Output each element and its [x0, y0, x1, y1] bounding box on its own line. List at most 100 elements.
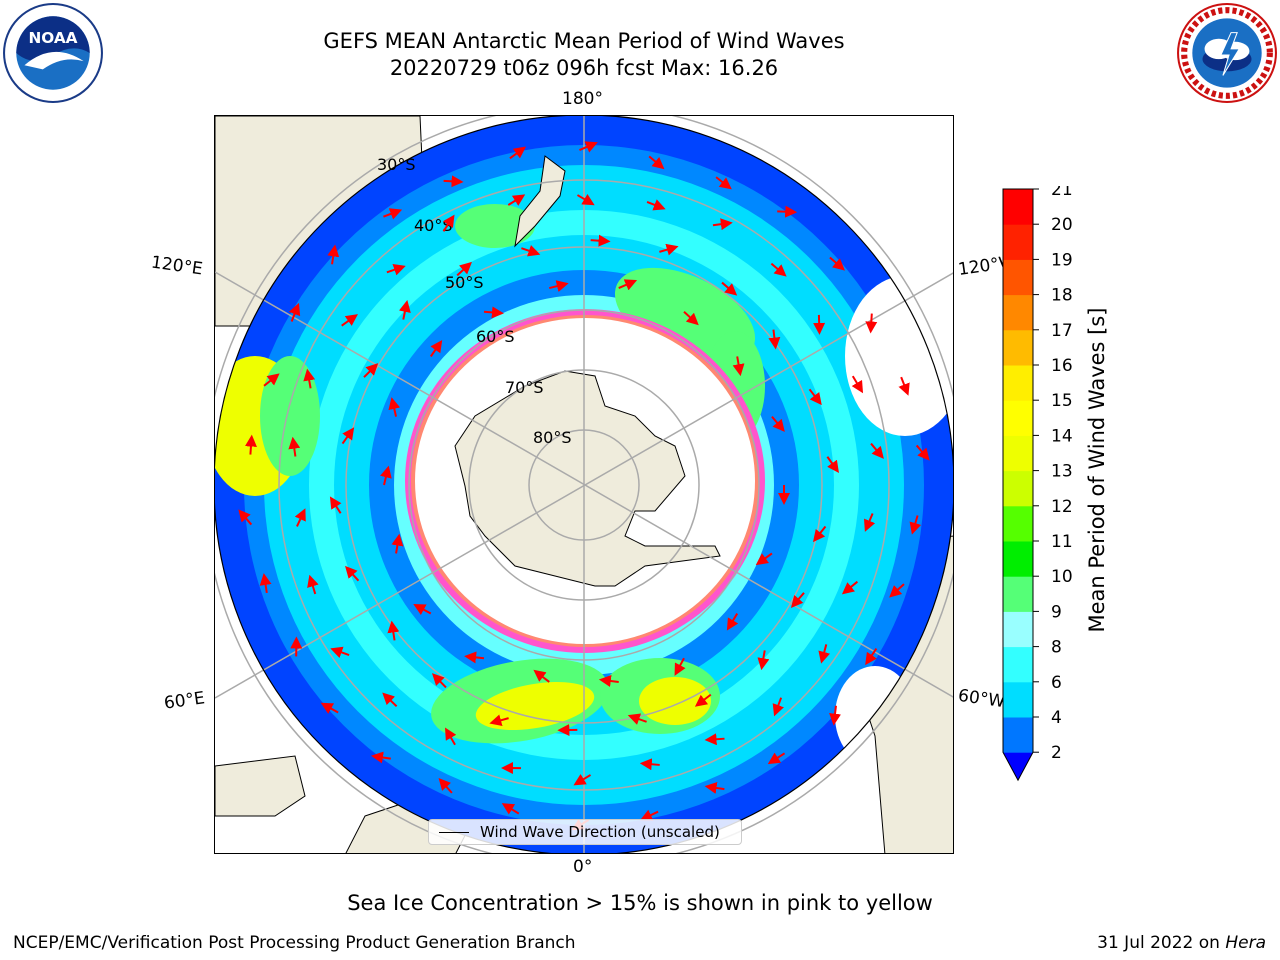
wind-wave-arrow: [330, 646, 350, 659]
colorbar-block: [1003, 224, 1033, 260]
lon-label-180: 180°: [562, 89, 603, 109]
wind-wave-arrow: [288, 436, 301, 457]
wave-region-west-australia-edge: [260, 356, 320, 476]
noaa-logo: NOAA: [3, 3, 103, 103]
wind-wave-arrow: [464, 651, 485, 664]
wind-wave-arrow: [327, 244, 340, 265]
wind-wave-arrow: [431, 673, 447, 689]
wind-wave-arrow: [501, 803, 520, 815]
lat-label-50s: 50°S: [445, 273, 484, 292]
wind-wave-arrow: [777, 205, 798, 218]
wind-wave-arrow: [576, 193, 595, 206]
wind-wave-arrow: [573, 773, 592, 786]
lat-label-30s: 30°S: [377, 155, 416, 174]
legend-label: Wind Wave Direction (unscaled): [480, 823, 720, 841]
wind-wave-arrow: [704, 733, 725, 746]
wind-wave-arrow: [704, 782, 725, 794]
wind-wave-arrow: [898, 376, 910, 396]
wind-wave-arrow: [307, 574, 319, 595]
footer-host: Hera: [1225, 933, 1266, 953]
wind-wave-arrow: [590, 234, 611, 247]
wind-wave-arrow: [639, 758, 660, 771]
wind-wave-arrow: [579, 141, 598, 153]
wind-wave-arrow: [263, 373, 280, 387]
wind-wave-arrow: [391, 533, 404, 554]
wind-wave-arrow: [659, 243, 679, 256]
colorbar-block: [1003, 259, 1033, 296]
wind-wave-arrow: [483, 306, 504, 319]
wind-wave-arrow: [767, 752, 786, 765]
colorbar-block: [1003, 646, 1033, 683]
wind-wave-arrow: [812, 525, 827, 543]
wind-wave-arrow: [768, 329, 781, 350]
lon-label-60w: 60°W: [956, 685, 1007, 713]
wind-wave-arrow: [829, 705, 841, 726]
colorbar-block: [1003, 717, 1033, 753]
wind-wave-arrow: [863, 513, 876, 532]
wind-wave-arrow: [382, 692, 398, 708]
wind-wave-arrows: [238, 141, 930, 831]
colorbar-block: [1003, 470, 1033, 507]
lon-label-0: 0°: [573, 857, 593, 877]
antarctica-landmass: [454, 370, 721, 587]
wind-wave-arrow: [772, 697, 784, 717]
colorbar-tick-label: 14: [1051, 426, 1073, 446]
nws-logo: [1177, 3, 1277, 103]
lat-label-80s: 80°S: [533, 428, 572, 447]
wind-wave-arrow: [329, 496, 342, 514]
wind-wave-arrow: [288, 302, 301, 322]
wind-wave-arrow: [383, 208, 403, 220]
colorbar-tick-label: 11: [1051, 532, 1073, 552]
wind-wave-arrow: [388, 397, 401, 417]
wind-wave-arrow: [771, 415, 785, 432]
colorbar-tick-label: 6: [1051, 673, 1062, 693]
wind-wave-arrow: [726, 613, 739, 631]
wind-wave-arrow: [865, 313, 878, 334]
wind-wave-arrow: [380, 465, 392, 486]
wind-wave-arrow: [509, 146, 527, 160]
lon-label-120e: 120°E: [149, 252, 204, 280]
colorbar-tick-label: 17: [1051, 321, 1073, 341]
wind-wave-arrow: [341, 427, 355, 445]
lat-label-40s: 40°S: [414, 216, 453, 235]
wind-wave-arrow: [790, 592, 805, 608]
colorbar-blocks: [1002, 188, 1034, 782]
colorbar-tick-label: 20: [1051, 215, 1073, 235]
latitude-labels: 30°S 40°S 50°S 60°S 70°S 80°S: [377, 155, 572, 447]
colorbar-block: [1003, 400, 1033, 436]
colorbar-tick-label: 2: [1051, 743, 1062, 763]
colorbar-block: [1003, 365, 1033, 401]
wind-wave-arrow: [444, 727, 457, 746]
colorbar-tick-label: 10: [1051, 567, 1073, 587]
lon-label-60e: 60°E: [162, 688, 207, 714]
wind-wave-arrow: [841, 580, 859, 595]
wind-wave-arrow: [371, 751, 391, 764]
wind-wave-arrow: [345, 565, 360, 582]
colorbar-title: Mean Period of Wind Waves [s]: [1085, 307, 1109, 633]
wind-wave-arrow: [648, 155, 665, 170]
wind-wave-arrow: [489, 714, 509, 727]
colorbar-tick-label: 12: [1051, 497, 1073, 517]
lat-label-60s: 60°S: [476, 327, 515, 346]
colorbar-block: [1003, 189, 1033, 225]
wind-wave-arrow: [443, 175, 464, 188]
map-legend: Wind Wave Direction (unscaled): [428, 819, 742, 845]
polar-map: 30°S 40°S 50°S 60°S 70°S 80°S: [215, 116, 953, 853]
footer-credit: NCEP/EMC/Verification Post Processing Pr…: [13, 933, 576, 953]
wind-wave-arrow: [618, 279, 638, 291]
wind-wave-arrow: [732, 356, 745, 377]
wind-wave-arrow: [627, 713, 647, 725]
colorbar-tick-label: 16: [1051, 356, 1073, 376]
wind-wave-arrow: [909, 515, 922, 535]
lat-label-70s: 70°S: [505, 378, 544, 397]
wind-wave-arrow: [808, 388, 822, 406]
wind-wave-arrow: [320, 702, 339, 714]
longitude-gridlines: [215, 116, 953, 853]
wind-wave-arrow: [399, 299, 411, 320]
wind-wave-arrow: [755, 552, 773, 566]
africa-landmass: [215, 755, 306, 817]
chart-subtitle: 20220729 t06z 096h fcst Max: 16.26: [389, 56, 779, 80]
map-frame: 30°S 40°S 50°S 60°S 70°S 80°S Wind Wave …: [214, 115, 954, 854]
sea-ice-note: Sea Ice Concentration > 15% is shown in …: [347, 891, 933, 915]
wind-wave-arrow: [851, 375, 864, 394]
